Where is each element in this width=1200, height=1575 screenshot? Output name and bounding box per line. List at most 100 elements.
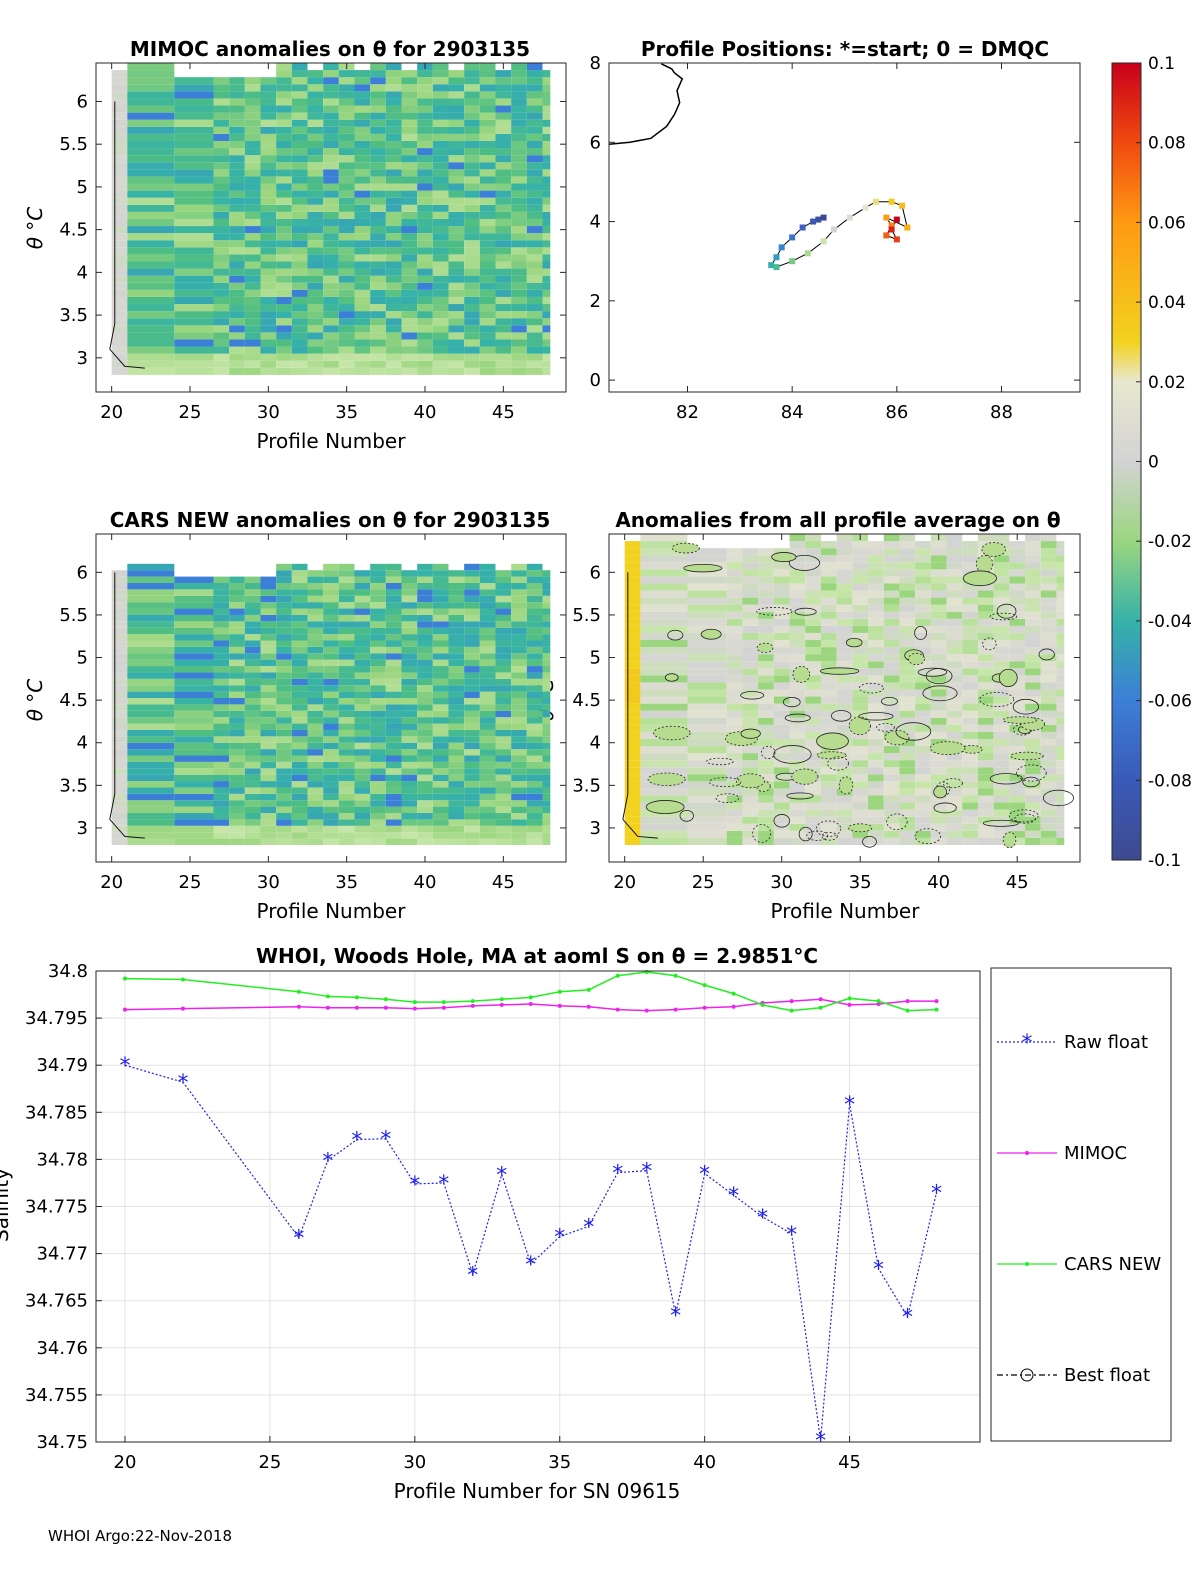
- anomaly-cell: [111, 640, 128, 647]
- anomaly-cell: [930, 675, 947, 683]
- anomaly-cell: [640, 823, 688, 831]
- anomaly-cell: [511, 84, 527, 92]
- anomaly-cell: [915, 774, 931, 782]
- anomaly-cell: [511, 640, 527, 647]
- anomaly-cell: [915, 647, 931, 655]
- anomaly-cell: [930, 611, 947, 619]
- positions-ytick-label: 0: [590, 370, 601, 391]
- anomaly-cell: [479, 576, 496, 583]
- anomaly-cell: [401, 190, 418, 198]
- anomaly-cell: [773, 597, 790, 605]
- anomaly-cell: [883, 647, 900, 655]
- anomaly-cell: [868, 830, 884, 838]
- anomaly-cell: [742, 837, 759, 845]
- anomaly-cell: [174, 148, 214, 156]
- profile-position-marker: [789, 258, 796, 265]
- anomaly-cell: [323, 659, 339, 667]
- anomaly-cell: [464, 218, 480, 227]
- anomaly-cell: [526, 268, 543, 276]
- anomaly-cell: [323, 77, 339, 85]
- anomaly-cell: [883, 753, 900, 761]
- anomaly-cell: [946, 604, 963, 612]
- anomaly-cell: [401, 98, 418, 106]
- anomaly-cell: [883, 823, 900, 831]
- anomaly-cell: [640, 604, 688, 612]
- g-mimoc-xtick-label: 20: [100, 402, 123, 423]
- anomaly-cell: [354, 183, 371, 191]
- anomaly-cell: [276, 296, 292, 305]
- anomaly-cell: [624, 590, 641, 598]
- anomaly-cell: [111, 346, 128, 354]
- anomaly-cell: [511, 608, 527, 615]
- anomaly-cell: [276, 710, 292, 718]
- anomaly-cell: [773, 611, 790, 619]
- anomaly-cell: [624, 625, 641, 633]
- anomaly-cell: [448, 781, 465, 788]
- anomaly-cell: [962, 767, 978, 775]
- anomaly-cell: [946, 590, 963, 598]
- anomaly-cell: [127, 204, 175, 212]
- anomaly-cell: [852, 731, 869, 739]
- anomaly-cell: [464, 787, 480, 794]
- anomaly-cell: [213, 589, 230, 596]
- anomaly-cell: [773, 675, 790, 683]
- anomaly-cell: [758, 710, 774, 718]
- anomaly-cell: [479, 254, 496, 262]
- contour-blob: [942, 778, 963, 789]
- anomaly-cell: [260, 282, 277, 290]
- anomaly-cell: [868, 724, 884, 732]
- anomaly-cell: [338, 275, 355, 283]
- anomaly-cell: [213, 576, 230, 583]
- anomaly-cell: [946, 597, 963, 605]
- contour-blob: [773, 745, 812, 764]
- anomaly-cell: [726, 682, 743, 690]
- anomaly-cell: [370, 233, 386, 241]
- anomaly-cell: [868, 710, 884, 718]
- anomaly-cell: [836, 590, 853, 598]
- anomaly-cell: [640, 534, 688, 542]
- anomaly-cell: [338, 254, 355, 262]
- anomaly-cell: [111, 595, 128, 603]
- anomaly-cell: [260, 183, 277, 191]
- anomaly-cell: [323, 367, 339, 375]
- anomaly-cell: [1040, 569, 1057, 577]
- anomaly-cell: [307, 640, 324, 647]
- profile-position-marker: [815, 216, 822, 223]
- anomaly-cell: [479, 346, 496, 354]
- anomaly-cell: [511, 304, 527, 312]
- anomaly-cell: [385, 825, 402, 833]
- anomaly-cell: [338, 169, 355, 177]
- anomaly-cell: [495, 761, 512, 769]
- raw-float-point: *: [786, 1223, 797, 1248]
- anomaly-cell: [479, 787, 496, 794]
- anomaly-cell: [640, 576, 688, 584]
- anomaly-cell: [526, 838, 543, 845]
- anomaly-cell: [291, 360, 308, 368]
- anomaly-cell: [401, 729, 418, 737]
- anomaly-cell: [111, 119, 128, 127]
- anomaly-cell: [1056, 618, 1065, 626]
- anomaly-cell: [464, 77, 480, 85]
- anomaly-cell: [773, 809, 790, 817]
- anomaly-cell: [511, 691, 527, 698]
- anomaly-cell: [836, 710, 853, 718]
- anomaly-cell: [213, 155, 230, 163]
- anomaly-cell: [687, 590, 727, 598]
- anomaly-cell: [417, 254, 433, 262]
- anomaly-cell: [291, 240, 308, 248]
- anomaly-cell: [624, 555, 641, 563]
- anomaly-cell: [624, 746, 641, 754]
- anomaly-cell: [962, 788, 978, 796]
- anomaly-cell: [432, 813, 449, 820]
- anomaly-cell: [495, 800, 512, 807]
- mimoc-xlabel: Profile Number: [257, 429, 407, 453]
- anomaly-cell: [229, 710, 245, 718]
- anomaly-cell: [111, 197, 128, 205]
- anomaly-cell: [962, 795, 978, 803]
- anomaly-cell: [805, 654, 821, 662]
- anomaly-cell: [417, 627, 433, 635]
- anomaly-cell: [993, 788, 1010, 796]
- anomaly-cell: [401, 332, 418, 340]
- salinity-ytick-label: 34.765: [25, 1291, 88, 1312]
- anomaly-cell: [432, 140, 449, 149]
